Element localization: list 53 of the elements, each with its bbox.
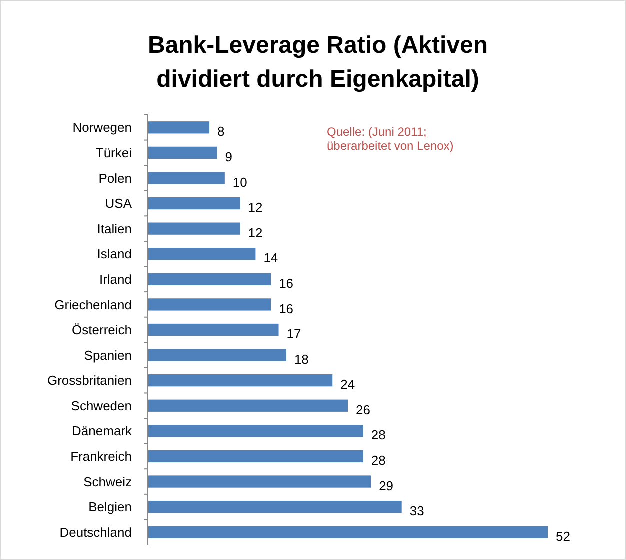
y-tick-label: Frankreich [70,449,132,464]
bar [148,273,272,286]
data-label: 12 [248,225,263,240]
bar [148,425,364,438]
data-label: 12 [248,200,263,216]
bar [148,298,272,311]
bar [148,324,279,336]
y-tick-label: Türkei [96,145,132,160]
chart-title: Bank-Leverage Ratio (Aktiven dividiert durch Eigenkapital) [148,32,488,93]
data-label: 9 [225,149,232,164]
bar [148,122,210,134]
y-tick-label: Italien [97,221,132,236]
data-label: 52 [556,528,570,544]
y-tick-label: Griechenland [54,297,132,312]
y-tick-label: Spanien [84,348,132,363]
annotation: Quelle: (Juni 2011; überarbeitet von Lenox) [327,125,454,153]
data-label: 18 [294,352,309,367]
data-label: 16 [279,301,294,316]
y-tick-label: Belgien [88,500,132,515]
y-tick-label: Grossbritanien [47,373,132,388]
data-label: 17 [286,326,302,342]
data-label: 8 [218,124,225,140]
bar [148,526,548,538]
data-label: 24 [340,377,356,392]
bar [148,197,240,210]
y-tick-label: Österreich [72,322,132,338]
data-label: 10 [232,174,248,190]
data-label: 28 [371,428,386,443]
bar [148,374,333,387]
bar [148,248,256,260]
bar [148,500,402,514]
y-tick-label: Norwegen [72,120,132,136]
y-tick-label: Schweiz [84,474,132,490]
y-tick-label: Schweden [71,398,132,414]
y-tick-label: Irland [99,272,132,287]
data-label: 29 [379,478,394,494]
y-tick-label: USA [105,196,132,212]
y-tick-label: Deutschland [60,524,132,540]
data-label: 28 [371,453,386,468]
y-tick-label: Island [97,246,132,262]
bar [148,146,218,160]
bar [148,400,348,412]
data-label: 16 [279,276,294,291]
data-label: 33 [410,504,424,519]
data-label: 14 [264,250,278,266]
bar [148,476,372,488]
bar [148,450,364,463]
bar [148,222,240,235]
bar [148,349,286,362]
data-label: 26 [356,402,370,418]
y-tick-label: Polen [98,170,132,186]
bar [148,172,225,184]
y-tick-label: Dänemark [72,424,132,439]
